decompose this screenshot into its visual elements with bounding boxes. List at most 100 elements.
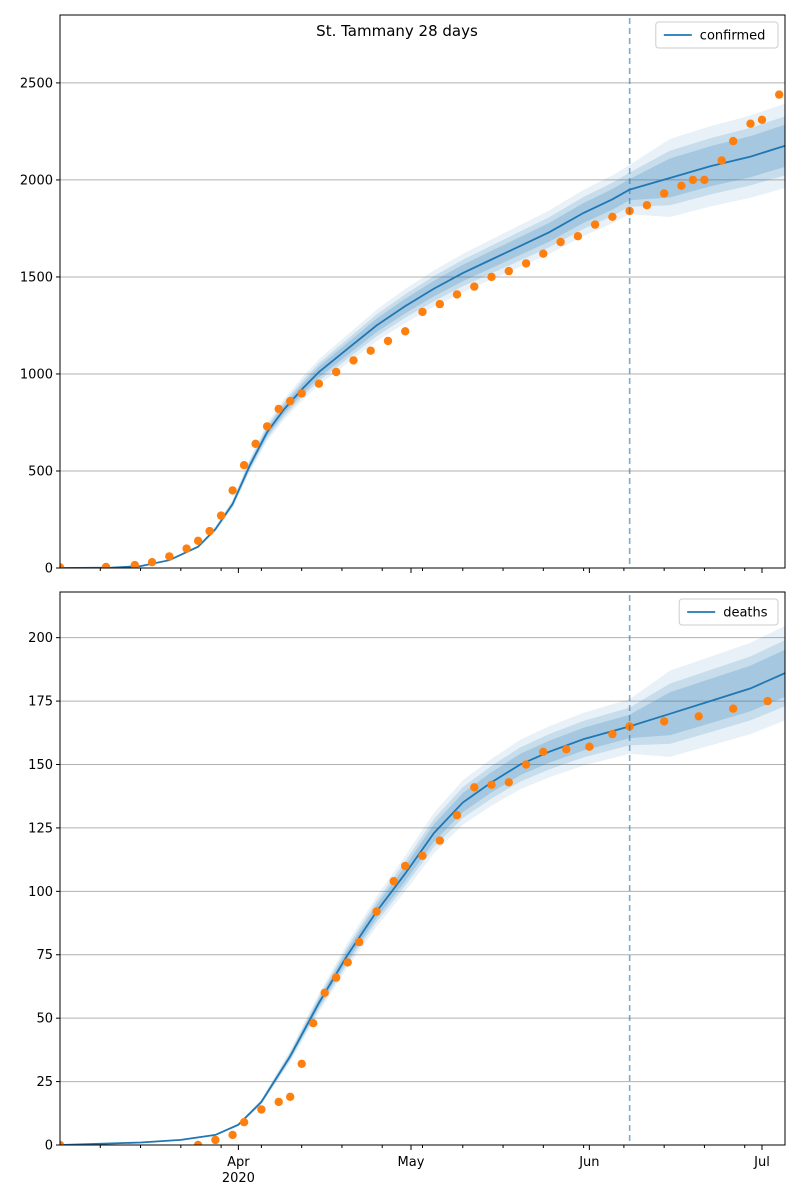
data-point (521, 259, 531, 268)
y-tick-label: 175 (28, 695, 53, 710)
data-point (193, 536, 203, 545)
data-point (435, 299, 444, 309)
data-point (228, 486, 237, 495)
y-tick-label: 75 (36, 948, 53, 963)
data-point (314, 379, 324, 388)
data-point (297, 1059, 306, 1069)
legend-label-confirmed: confirmed (700, 29, 766, 44)
data-point (332, 973, 341, 982)
series-line-confirmed (60, 144, 785, 568)
legend-box (655, 21, 779, 49)
data-point (521, 760, 531, 769)
y-tick-label: 0 (45, 562, 53, 577)
data-point (216, 511, 226, 520)
data-point (608, 212, 617, 221)
data-point (130, 560, 139, 568)
data-point (297, 389, 306, 398)
data-point (642, 201, 652, 210)
data-point (694, 712, 703, 721)
data-point (332, 367, 341, 377)
data-point (286, 396, 295, 406)
data-point (585, 742, 594, 751)
y-tick-label: 1500 (20, 270, 53, 285)
data-point (309, 1019, 318, 1028)
data-point (239, 461, 249, 470)
data-point (775, 90, 784, 99)
data-point (729, 704, 738, 713)
data-point (504, 778, 513, 787)
y-tick-label: 0 (45, 1139, 53, 1154)
legend-label-deaths: deaths (723, 606, 768, 621)
uncertainty-band (60, 626, 785, 1145)
data-point (101, 562, 111, 568)
uncertainty-band (60, 116, 785, 568)
data-point (262, 422, 272, 431)
data-point (147, 558, 157, 567)
chart-title: St. Tammany 28 days (316, 22, 478, 40)
data-point (257, 1105, 266, 1114)
y-tick-label: 1000 (20, 367, 53, 382)
data-point (228, 1130, 237, 1140)
data-point (435, 836, 444, 845)
uncertainty-band (60, 124, 785, 568)
data-point (757, 115, 767, 125)
y-tick-label: 100 (28, 885, 53, 900)
data-point (418, 851, 427, 860)
data-point (343, 958, 352, 967)
y-tick-label: 150 (28, 758, 53, 773)
uncertainty-band (60, 649, 785, 1145)
x-tick-label: Jul (753, 1155, 770, 1170)
data-point (401, 327, 410, 336)
data-point (355, 937, 364, 947)
data-point (539, 747, 548, 756)
data-point (274, 1097, 283, 1107)
data-point (608, 729, 617, 739)
data-point (729, 136, 738, 146)
data-point (165, 552, 174, 561)
data-point (677, 181, 686, 190)
data-point (660, 717, 669, 726)
data-point (286, 1092, 295, 1102)
data-point (717, 156, 726, 165)
y-tick-label: 500 (28, 464, 53, 479)
data-point (182, 544, 191, 553)
legend-box (678, 598, 779, 626)
y-tick-label: 125 (28, 821, 53, 836)
panel-0-plot-area (60, 90, 785, 568)
data-point (239, 1118, 249, 1127)
data-point (349, 356, 358, 365)
data-point (504, 266, 513, 276)
data-point (470, 783, 479, 792)
data-point (366, 346, 375, 355)
data-point (763, 696, 772, 706)
data-point (688, 175, 698, 185)
y-tick-label: 2000 (20, 173, 53, 188)
data-point (470, 282, 479, 291)
data-point (383, 336, 393, 346)
data-point (452, 290, 462, 299)
y-tick-label: 50 (36, 1012, 53, 1027)
y-tick-label: 25 (36, 1075, 53, 1090)
data-point (590, 220, 600, 229)
data-point (562, 745, 571, 754)
data-point (60, 563, 65, 568)
x-tick-label: Apr (227, 1155, 250, 1170)
data-point (60, 1140, 65, 1145)
data-point (320, 988, 329, 997)
x-tick-label: May (398, 1155, 425, 1170)
data-point (274, 404, 283, 414)
uncertainty-band (60, 103, 785, 568)
data-point (539, 249, 548, 258)
data-point (401, 861, 410, 871)
data-point (700, 175, 709, 185)
data-point (573, 232, 583, 241)
y-tick-label: 2500 (20, 76, 53, 91)
data-point (556, 237, 565, 247)
data-point (251, 439, 260, 448)
panel-1-plot-area (60, 626, 785, 1145)
y-tick-label: 200 (28, 631, 53, 646)
data-point (746, 119, 755, 128)
data-point (418, 307, 427, 317)
